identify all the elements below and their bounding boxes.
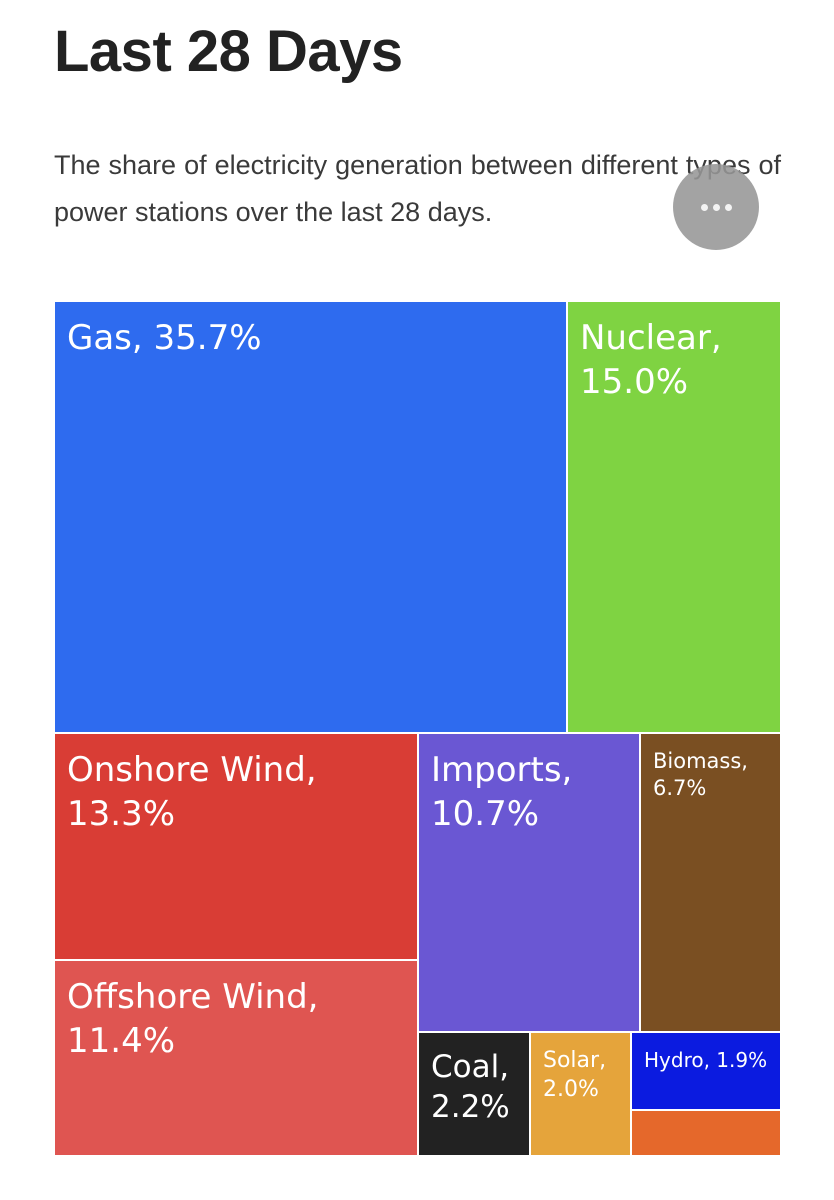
more-options-button[interactable] [673,164,759,250]
treemap-tile-other[interactable] [631,1110,781,1156]
treemap-label-offshore-wind: Offshore Wind, 11.4% [67,977,319,1062]
chart-description: The share of electricity generation betw… [54,150,781,227]
treemap-label-solar: Solar, 2.0% [543,1048,607,1102]
treemap-label-hydro: Hydro, 1.9% [644,1048,768,1072]
more-horizontal-icon [700,203,732,211]
treemap-tile-onshore-wind[interactable]: Onshore Wind, 13.3% [54,733,418,960]
treemap-label-gas: Gas, 35.7% [67,318,262,358]
treemap-tile-solar[interactable]: Solar, 2.0% [530,1032,631,1156]
treemap-label-biomass: Biomass, 6.7% [653,749,748,801]
treemap-label-onshore-wind: Onshore Wind, 13.3% [67,750,317,835]
treemap-label-imports: Imports, 10.7% [431,750,573,835]
treemap-tile-offshore-wind[interactable]: Offshore Wind, 11.4% [54,960,418,1156]
treemap-label-coal: Coal, 2.2% [431,1049,510,1126]
treemap-tile-coal[interactable]: Coal, 2.2% [418,1032,530,1156]
chart-title: Last 28 Days [54,19,403,84]
treemap-chart: Gas, 35.7% Nuclear, 15.0% Onshore Wind, 13… [54,301,781,1156]
treemap-tile-hydro[interactable]: Hydro, 1.9% [631,1032,781,1110]
treemap-tile-imports[interactable]: Imports, 10.7% [418,733,640,1032]
treemap-tile-nuclear[interactable]: Nuclear, 15.0% [567,301,781,733]
treemap-tile-biomass[interactable]: Biomass, 6.7% [640,733,781,1032]
treemap-tile-gas[interactable]: Gas, 35.7% [54,301,567,733]
treemap-label-nuclear: Nuclear, 15.0% [580,318,722,403]
